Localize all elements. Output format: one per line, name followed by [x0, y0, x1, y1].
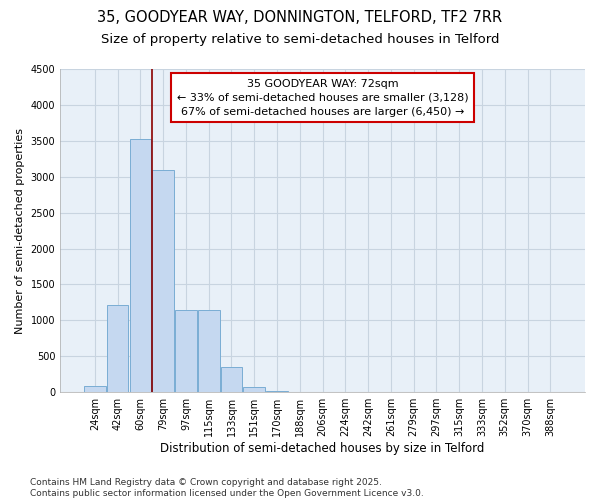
Text: 35 GOODYEAR WAY: 72sqm
← 33% of semi-detached houses are smaller (3,128)
67% of : 35 GOODYEAR WAY: 72sqm ← 33% of semi-det…: [177, 78, 469, 116]
Text: Size of property relative to semi-detached houses in Telford: Size of property relative to semi-detach…: [101, 32, 499, 46]
Bar: [130, 140, 151, 392]
Text: Contains HM Land Registry data © Crown copyright and database right 2025.
Contai: Contains HM Land Registry data © Crown c…: [30, 478, 424, 498]
Bar: [107, 304, 128, 392]
Bar: [198, 310, 220, 392]
Bar: [244, 387, 265, 392]
X-axis label: Distribution of semi-detached houses by size in Telford: Distribution of semi-detached houses by …: [160, 442, 485, 455]
Bar: [84, 386, 106, 392]
Bar: [221, 367, 242, 392]
Y-axis label: Number of semi-detached properties: Number of semi-detached properties: [15, 128, 25, 334]
Bar: [152, 170, 174, 392]
Bar: [175, 310, 197, 392]
Text: 35, GOODYEAR WAY, DONNINGTON, TELFORD, TF2 7RR: 35, GOODYEAR WAY, DONNINGTON, TELFORD, T…: [97, 10, 503, 25]
